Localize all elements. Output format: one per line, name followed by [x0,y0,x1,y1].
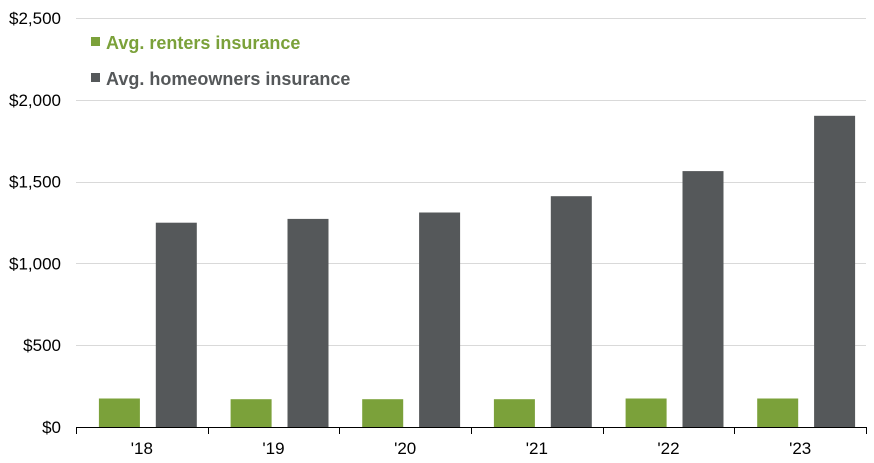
bar-homeowners [419,212,461,427]
x-tick-label: '19 [262,439,284,458]
bar-homeowners [682,171,724,427]
bar-homeowners [550,196,592,427]
bar-homeowners [155,222,197,427]
bar-renters [98,398,140,427]
gridlines [76,18,866,346]
y-tick-label: $1,500 [9,173,61,192]
y-tick-label: $0 [42,418,61,437]
bar-renters [362,399,404,427]
bar-renters [757,398,799,427]
bar-renters [625,398,667,427]
bar-homeowners [814,115,856,428]
y-tick-label: $1,000 [9,254,61,273]
y-axis: $0 $500 $1,000 $1,500 $2,000 $2,500 [9,9,61,437]
legend-label: Avg. renters insurance [106,33,300,53]
y-tick-label: $2,500 [9,9,61,28]
y-tick-label: $2,000 [9,91,61,110]
legend: Avg. renters insurance Avg. homeowners in… [91,33,350,89]
legend-swatch [91,37,100,46]
x-tick-label: '21 [526,439,548,458]
bars [98,115,856,428]
x-axis: '18 '19 '20 '21 '22 '23 [76,427,867,458]
bar-renters [230,399,272,427]
x-tick-label: '22 [657,439,679,458]
y-tick-label: $500 [23,336,61,355]
x-tick-label: '18 [131,439,153,458]
x-tick-label: '20 [394,439,416,458]
bar-homeowners [287,218,329,427]
legend-swatch [91,73,100,82]
x-tick-label: '23 [789,439,811,458]
bar-renters [493,399,535,427]
legend-label: Avg. homeowners insurance [106,69,350,89]
